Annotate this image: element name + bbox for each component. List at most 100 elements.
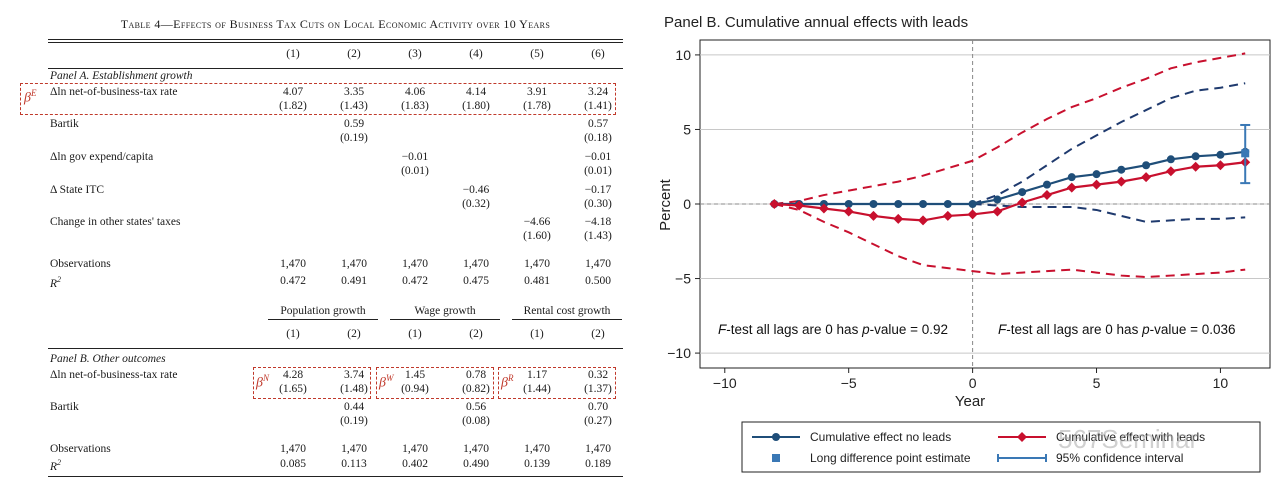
y-tick-label: −5 xyxy=(675,271,691,287)
obs-label: Observations xyxy=(50,443,111,455)
y-tick-label: 5 xyxy=(683,121,691,137)
coef-cell: −0.01 xyxy=(584,151,612,163)
y-tick-label: 10 xyxy=(675,47,691,63)
column-header: (4) xyxy=(469,48,483,60)
series-point xyxy=(794,200,805,211)
r2-cell: 0.490 xyxy=(463,458,489,470)
coef-cell: 0.56 xyxy=(465,401,487,413)
obs-cell: 1,470 xyxy=(585,443,611,455)
legend-swatch-marker xyxy=(772,454,780,462)
series-point xyxy=(769,199,780,209)
y-tick-label: −10 xyxy=(667,345,691,361)
x-tick-label: 10 xyxy=(1213,375,1229,391)
chart-panel: Panel B. Cumulative annual effects with … xyxy=(657,14,1271,473)
series-point xyxy=(1191,152,1200,161)
legend-swatch-marker xyxy=(1017,432,1027,442)
coef-cell: 4.14 xyxy=(465,86,487,98)
r2-cell: 0.189 xyxy=(585,458,611,470)
r2-cell: 0.402 xyxy=(402,458,428,470)
group-col-header: (2) xyxy=(469,328,483,340)
r2-base: R xyxy=(50,460,58,473)
series-point xyxy=(1041,190,1052,201)
coef-cell: 0.78 xyxy=(465,369,487,381)
table-panel: Table 4—Effects of Business Tax Cuts on … xyxy=(20,17,623,477)
se-cell: (0.18) xyxy=(584,132,612,144)
coef-cell: 3.91 xyxy=(526,86,548,98)
watermark: 567Seminar xyxy=(1058,424,1199,454)
coef-cell: 4.07 xyxy=(282,86,304,98)
se-cell: (1.82) xyxy=(279,100,307,112)
series-point xyxy=(1117,165,1126,174)
se-cell: (1.78) xyxy=(523,100,551,112)
r2-cell: 0.085 xyxy=(280,458,306,470)
legend-box xyxy=(741,421,1261,473)
row-label: Δ State ITC xyxy=(50,184,105,196)
f-test-annotation: F-test all lags are 0 has p-value = 0.92 xyxy=(718,322,948,337)
table-top-rule xyxy=(48,39,623,40)
series-point xyxy=(943,200,952,208)
beta-e-label: βE xyxy=(24,88,37,106)
series-point xyxy=(1067,173,1076,182)
obs-cell: 1,470 xyxy=(585,258,611,270)
coef-cell: 0.57 xyxy=(587,118,609,130)
group-wage: Wage growth xyxy=(390,305,500,320)
panel-b-label: Panel B. Other outcomes xyxy=(50,353,166,365)
series-point xyxy=(1142,161,1151,170)
table-top-rule-2 xyxy=(48,42,623,43)
series-point xyxy=(919,200,928,208)
r2-cell: 0.472 xyxy=(280,275,306,287)
series-point xyxy=(869,200,878,208)
column-header: (5) xyxy=(530,48,544,60)
column-header: (6) xyxy=(591,48,605,60)
row-label: Change in other states' taxes xyxy=(50,216,181,228)
obs-cell: 1,470 xyxy=(463,443,489,455)
obs-cell: 1,470 xyxy=(280,258,306,270)
coef-cell: 1.45 xyxy=(404,369,426,381)
beta-w-highlight xyxy=(376,367,494,399)
group-col-header: (2) xyxy=(347,328,361,340)
series-line xyxy=(774,150,1246,206)
panel-a-label: Panel A. Establishment growth xyxy=(50,70,193,82)
beta-n-label: βN xyxy=(256,373,269,391)
series-point xyxy=(868,210,879,221)
row-label: Δln net-of-business-tax rate xyxy=(50,369,178,381)
group-col-header: (1) xyxy=(408,328,422,340)
table-bottom-rule xyxy=(48,476,623,477)
se-cell: (1.43) xyxy=(340,100,368,112)
x-tick-label: 5 xyxy=(1093,375,1101,391)
r2-cell: 0.500 xyxy=(585,275,611,287)
obs-label: Observations xyxy=(50,258,111,270)
column-header: (2) xyxy=(347,48,361,60)
se-cell: (0.01) xyxy=(584,165,612,177)
coef-cell: 1.17 xyxy=(526,369,548,381)
column-header: (3) xyxy=(408,48,422,60)
r2-cell: 0.472 xyxy=(402,275,428,287)
legend-swatch-marker xyxy=(772,433,780,441)
r2-sup: 2 xyxy=(57,275,62,284)
group-col-header: (2) xyxy=(591,328,605,340)
coef-cell: 3.24 xyxy=(587,86,609,98)
se-cell: (0.27) xyxy=(584,415,612,427)
obs-cell: 1,470 xyxy=(524,258,550,270)
legend-label: Cumulative effect with leads xyxy=(1056,430,1205,444)
row-label: Δln net-of-business-tax rate xyxy=(50,86,178,98)
r2-cell: 0.139 xyxy=(524,458,550,470)
beta-w-label: βW xyxy=(379,373,394,391)
obs-cell: 1,470 xyxy=(280,443,306,455)
legend-label: Long difference point estimate xyxy=(810,451,971,465)
long-diff-point xyxy=(1241,149,1250,158)
panel-b-rule xyxy=(48,348,623,349)
se-cell: (1.80) xyxy=(462,100,490,112)
legend-label: 95% confidence interval xyxy=(1056,451,1183,465)
obs-cell: 1,470 xyxy=(402,258,428,270)
obs-cell: 1,470 xyxy=(341,258,367,270)
se-cell: (1.37) xyxy=(584,383,612,395)
x-axis-label: Year xyxy=(955,393,985,410)
se-cell: (1.48) xyxy=(340,383,368,395)
coef-cell: −0.01 xyxy=(401,151,429,163)
column-header: (1) xyxy=(286,48,300,60)
se-cell: (1.43) xyxy=(584,230,612,242)
r2-cell: 0.481 xyxy=(524,275,550,287)
f-test-annotation: F-test all lags are 0 has p-value = 0.03… xyxy=(998,322,1236,337)
se-cell: (0.19) xyxy=(340,132,368,144)
